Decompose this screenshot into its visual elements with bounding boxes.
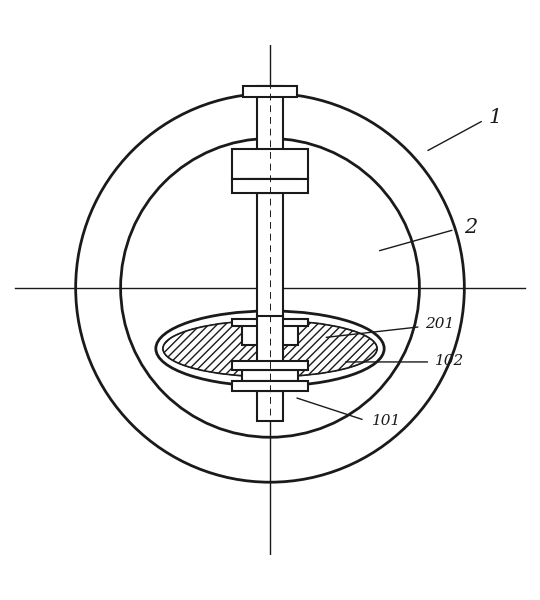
- Bar: [232, 361, 308, 370]
- Bar: [232, 179, 308, 193]
- Ellipse shape: [163, 320, 377, 377]
- Bar: [232, 382, 308, 391]
- Text: 1: 1: [489, 109, 502, 127]
- Text: 201: 201: [426, 317, 455, 331]
- Bar: [243, 86, 297, 97]
- Polygon shape: [270, 320, 377, 377]
- Bar: [232, 319, 308, 326]
- Bar: [256, 193, 284, 322]
- Bar: [256, 86, 284, 193]
- Text: 101: 101: [372, 415, 401, 428]
- Bar: [232, 149, 308, 179]
- Ellipse shape: [156, 311, 384, 386]
- Bar: [256, 316, 284, 382]
- Polygon shape: [163, 320, 270, 377]
- Text: 2: 2: [464, 218, 477, 236]
- Bar: [242, 179, 298, 188]
- Bar: [242, 370, 298, 382]
- Text: 102: 102: [435, 354, 464, 368]
- Bar: [256, 391, 284, 421]
- Bar: [242, 322, 298, 345]
